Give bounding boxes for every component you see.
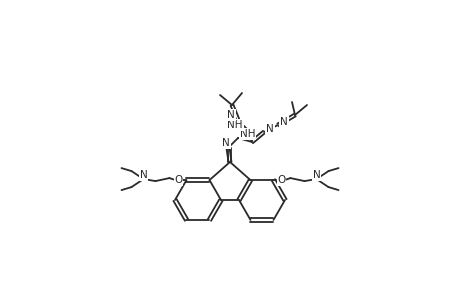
Text: NH: NH — [240, 129, 255, 139]
Text: N: N — [265, 124, 273, 134]
Text: NH: NH — [227, 120, 242, 130]
Text: N: N — [222, 138, 230, 148]
Text: N: N — [227, 110, 235, 120]
Text: N: N — [312, 170, 319, 180]
Text: O: O — [277, 175, 285, 185]
Text: N: N — [140, 170, 147, 180]
Text: O: O — [174, 175, 182, 185]
Text: N: N — [280, 117, 287, 127]
